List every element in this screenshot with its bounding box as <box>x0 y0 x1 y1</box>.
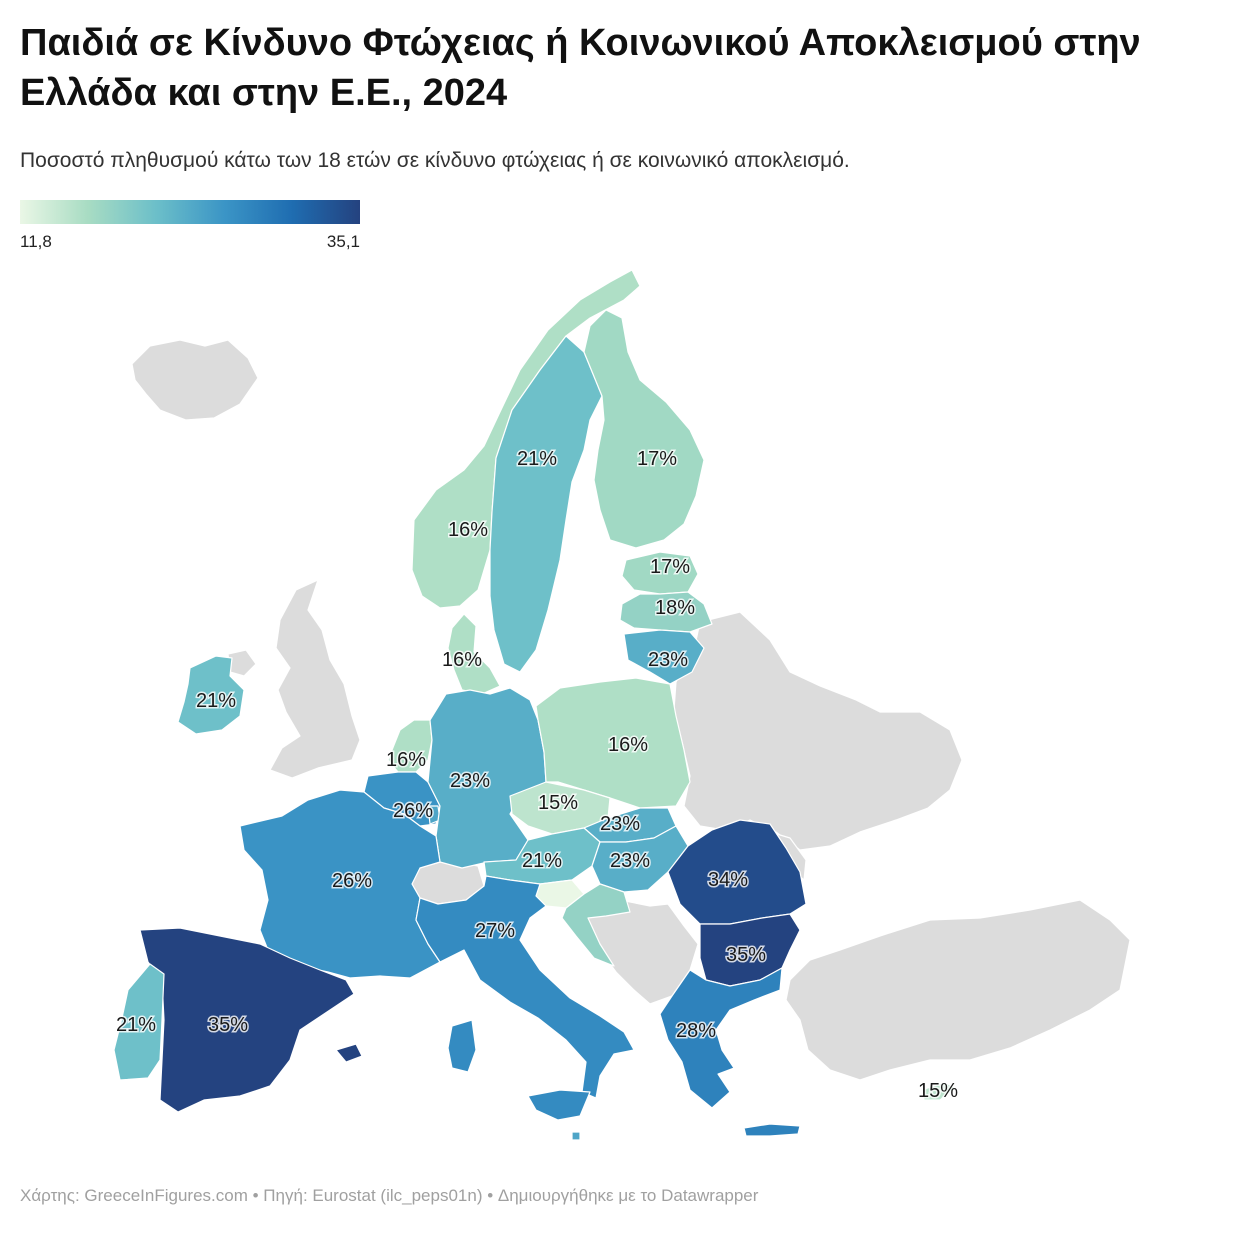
label-netherlands: 16% <box>386 749 426 771</box>
label-romania: 34% <box>708 869 748 891</box>
country-netherlands[interactable] <box>387 719 433 773</box>
legend-max-label: 35,1 <box>326 232 360 251</box>
label-spain: 35% <box>208 1014 248 1036</box>
label-greece: 28% <box>676 1020 716 1042</box>
country-croatia[interactable] <box>561 883 631 967</box>
color-legend: 11,8 35,1 <box>20 200 360 252</box>
source-credit: Χάρτης: GreeceInFigures.com • Πηγή: Euro… <box>20 1186 759 1205</box>
country-bulgaria[interactable] <box>699 913 801 987</box>
label-sweden: 21% <box>517 448 557 470</box>
country-greece[interactable] <box>659 967 783 1109</box>
label-hungary: 23% <box>610 850 650 872</box>
country-poland[interactable] <box>535 677 691 809</box>
country-value-labels: 16% 21% 17% 17% 18% 23% 16% 21% 16% 26% … <box>114 447 959 1104</box>
label-germany: 23% <box>450 770 490 792</box>
country-finland[interactable] <box>583 309 705 549</box>
country-iceland[interactable] <box>131 339 259 421</box>
eu-countries <box>113 269 957 1141</box>
country-turkey[interactable] <box>785 899 1131 1081</box>
country-germany[interactable] <box>427 687 547 869</box>
label-austria: 21% <box>522 850 562 872</box>
country-sardinia[interactable] <box>447 1019 477 1073</box>
legend-min-label: 11,8 <box>20 232 52 251</box>
label-finland: 17% <box>637 448 677 470</box>
page-title: Παιδιά σε Κίνδυνο Φτώχειας ή Κοινωνικού … <box>20 22 1141 114</box>
label-bulgaria: 35% <box>726 944 766 966</box>
country-crete[interactable] <box>743 1123 801 1137</box>
label-cyprus: 15% <box>918 1080 958 1102</box>
country-malta[interactable] <box>571 1131 581 1141</box>
label-denmark: 16% <box>442 649 482 671</box>
label-latvia: 18% <box>655 597 695 619</box>
label-estonia: 17% <box>650 556 690 578</box>
country-balearic-islands[interactable] <box>335 1043 363 1063</box>
label-poland: 16% <box>608 734 648 756</box>
country-belarus-ukraine-russia[interactable] <box>673 611 963 851</box>
label-italy: 27% <box>475 920 515 942</box>
country-united-kingdom[interactable] <box>269 579 361 779</box>
country-italy[interactable] <box>415 875 635 1099</box>
legend-gradient-bar <box>20 200 360 224</box>
label-france: 26% <box>332 870 372 892</box>
country-portugal[interactable] <box>113 963 165 1081</box>
country-denmark[interactable] <box>447 613 501 695</box>
label-lithuania: 23% <box>648 649 688 671</box>
country-norway[interactable] <box>411 269 641 609</box>
country-latvia[interactable] <box>619 591 713 633</box>
country-lithuania[interactable] <box>623 629 705 685</box>
no-data-countries <box>131 339 1131 1081</box>
page-subtitle: Ποσοστό πληθυσμού κάτω των 18 ετών σε κί… <box>20 149 850 172</box>
label-norway: 16% <box>448 519 488 541</box>
label-belgium: 26% <box>393 800 433 822</box>
country-sweden[interactable] <box>489 335 603 673</box>
country-ireland[interactable] <box>177 655 245 735</box>
country-sicily[interactable] <box>527 1089 591 1121</box>
country-northern-ireland[interactable] <box>227 649 257 677</box>
label-ireland: 21% <box>196 690 236 712</box>
label-slovakia: 23% <box>600 813 640 835</box>
country-spain[interactable] <box>139 927 355 1113</box>
country-cyprus[interactable] <box>921 1081 957 1101</box>
label-czechia: 15% <box>538 792 578 814</box>
label-portugal: 21% <box>116 1014 156 1036</box>
